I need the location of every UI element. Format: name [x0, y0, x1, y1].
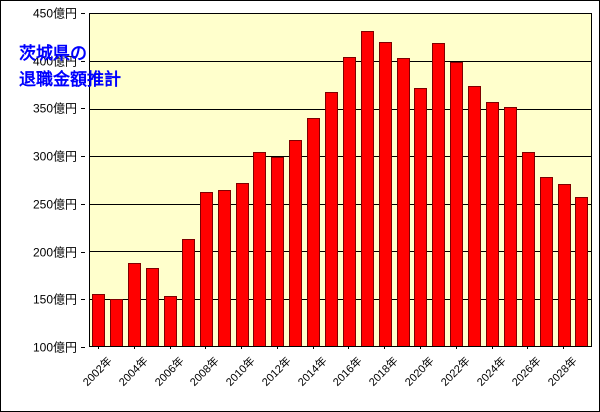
gridline-150 [90, 298, 591, 300]
plot-area [89, 13, 592, 347]
bar-2029 [575, 197, 589, 346]
y-tick-label-300: 300億円 [32, 149, 77, 164]
y-tick-mark-100 [81, 347, 85, 348]
x-tick-mark-2008 [205, 345, 207, 349]
chart-title-line1: 茨城県の [19, 44, 87, 63]
x-tick-mark-2028 [563, 345, 565, 349]
x-tick-label-2014: 2014年 [295, 355, 330, 389]
y-tick-label-250: 250億円 [32, 197, 77, 212]
x-tick-label-2006: 2006年 [152, 355, 187, 389]
bar-2021 [432, 43, 446, 346]
x-tick-label-2020: 2020年 [403, 355, 437, 389]
gridline-400 [90, 61, 591, 63]
y-axis: 100億円 150億円 200億円 250億円 300億円 350億円 400億円 450億円 [1, 7, 85, 355]
chart-title: 茨城県の 退職金額推計 [19, 41, 121, 92]
bar-2028 [557, 183, 571, 346]
bar-2018 [378, 41, 392, 346]
chart-title-line2: 退職金額推計 [19, 69, 121, 89]
bar-2013 [289, 140, 303, 346]
gridline-250 [90, 203, 591, 205]
bar-2016 [342, 56, 356, 346]
x-tick-mark-2018 [384, 345, 386, 349]
bar-2002 [92, 293, 106, 346]
bar-2005 [146, 268, 160, 346]
x-tick-label-2002: 2002年 [80, 355, 115, 389]
x-tick-mark-2002 [97, 345, 99, 349]
bar-2011 [253, 151, 267, 346]
x-tick-label-2022: 2022年 [438, 355, 473, 389]
x-tick-mark-2022 [455, 345, 457, 349]
bar-2007 [181, 238, 195, 346]
bar-2004 [128, 263, 142, 346]
x-tick-mark-2004 [133, 345, 135, 349]
gridline-350 [90, 108, 591, 110]
x-axis: 2002年 2004年 2006年 2008年 2010年 2012年 2014年 2016年… [81, 345, 590, 409]
x-tick-label-2004: 2004年 [116, 355, 151, 389]
bar-2008 [199, 192, 213, 346]
bar-2014 [307, 118, 321, 346]
x-tick-mark-2006 [169, 345, 171, 349]
x-tick-label-2028: 2028年 [546, 355, 580, 389]
gridline-200 [90, 251, 591, 253]
y-tick-mark-150 [81, 299, 85, 301]
bar-2024 [486, 102, 500, 346]
x-tick-mark-2024 [491, 345, 493, 349]
y-tick-label-200: 200億円 [32, 245, 77, 260]
y-tick-label-350: 350億円 [32, 101, 77, 116]
x-tick-label-2016: 2016年 [331, 355, 366, 389]
x-tick-label-2010: 2010年 [224, 355, 258, 389]
x-tick-label-2018: 2018年 [367, 355, 401, 389]
y-tick-mark-400 [81, 60, 85, 62]
bars-container [90, 14, 591, 346]
x-tick-label-2012: 2012年 [259, 355, 294, 389]
y-tick-label-400: 400億円 [32, 54, 77, 69]
bar-2025 [503, 106, 517, 346]
bar-2012 [271, 157, 285, 346]
x-tick-mark-2010 [241, 345, 243, 349]
bar-2020 [414, 88, 428, 346]
bar-2026 [521, 151, 535, 346]
y-tick-mark-250 [81, 203, 85, 205]
bar-2006 [164, 295, 177, 346]
x-tick-label-2026: 2026年 [510, 355, 544, 389]
bar-2022 [450, 62, 464, 346]
x-tick-mark-2026 [527, 345, 529, 349]
y-tick-label-100: 100億円 [32, 340, 77, 355]
y-tick-mark-350 [81, 108, 85, 110]
x-tick-label-2008: 2008年 [188, 355, 222, 389]
y-tick-label-450: 450億円 [32, 6, 77, 21]
bar-2023 [468, 86, 482, 346]
bar-2027 [539, 177, 553, 346]
bar-2017 [360, 31, 374, 346]
y-tick-label-150: 150億円 [32, 292, 77, 307]
x-tick-mark-2014 [312, 345, 314, 349]
y-tick-mark-200 [81, 251, 85, 253]
bar-2003 [110, 298, 124, 346]
gridline-300 [90, 156, 591, 158]
bar-2010 [235, 182, 249, 346]
x-tick-label-2024: 2024年 [474, 355, 509, 389]
y-tick-mark-300 [81, 156, 85, 158]
x-tick-mark-2012 [276, 345, 278, 349]
bar-2019 [396, 57, 410, 346]
x-tick-mark-2016 [348, 345, 350, 349]
bar-2015 [325, 91, 339, 346]
bar-2009 [217, 189, 231, 346]
x-tick-mark-2020 [420, 345, 422, 349]
y-tick-mark-450 [81, 13, 85, 14]
